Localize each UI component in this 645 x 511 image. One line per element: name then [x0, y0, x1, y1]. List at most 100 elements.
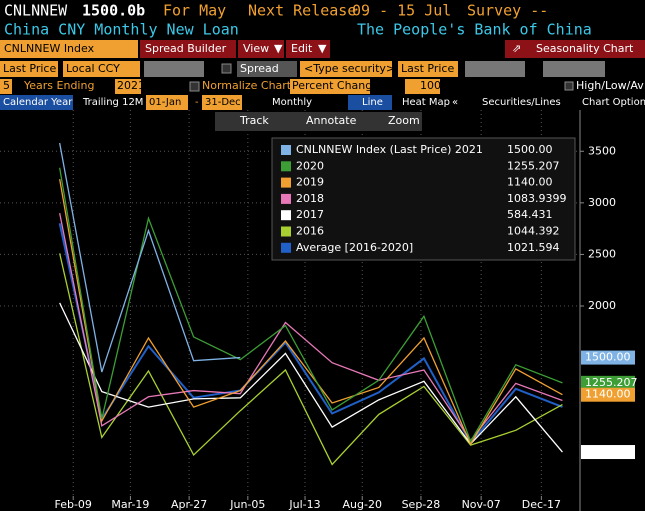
legend-swatch: [281, 193, 291, 204]
calendar-button[interactable]: [0, 95, 73, 110]
zoom-tool[interactable]: Zoom: [388, 114, 420, 127]
price2-field[interactable]: [398, 61, 458, 77]
end-field[interactable]: [202, 95, 242, 110]
chart-kind-button[interactable]: [505, 40, 645, 58]
legend-swatch: [281, 226, 291, 237]
collapse[interactable]: «: [452, 97, 458, 108]
mode: Percent Change: [292, 79, 379, 92]
checkbox[interactable]: [221, 63, 232, 74]
security: CNLNNEW Index: [4, 42, 95, 55]
legend-swatch: [281, 210, 291, 221]
spread-builder: Spread Builder: [145, 42, 227, 55]
legend-value: 1255.207: [507, 159, 560, 172]
y-tick-label: 3000: [588, 196, 616, 209]
legend-swatch: [281, 145, 291, 155]
legend-label: 2016: [296, 225, 324, 238]
chart-kind: Seasonality Chart: [536, 42, 634, 55]
years-field[interactable]: [0, 79, 12, 94]
empty-field[interactable]: [543, 61, 605, 77]
high-low-avg: High/Low/Av: [576, 79, 644, 92]
release-label: Next Release: [248, 2, 356, 20]
value-tag: [581, 445, 635, 460]
securities[interactable]: Securities/Lines: [482, 97, 561, 108]
series-line: [59, 167, 563, 443]
y-tick-label: 2000: [588, 299, 616, 312]
empty-field[interactable]: [465, 61, 525, 77]
survey: Survey --: [467, 2, 548, 20]
base: 100: [420, 79, 441, 92]
legend-box: [271, 137, 576, 261]
price2: Last Price: [401, 62, 454, 75]
security-name: China CNY Monthly New Loan: [4, 21, 239, 39]
line-button[interactable]: [348, 95, 392, 110]
spread: Spread: [240, 62, 279, 75]
series-line: [59, 302, 563, 453]
years-ending: Years Ending: [23, 79, 94, 92]
price: Last Price: [3, 62, 56, 75]
empty-field[interactable]: [144, 61, 204, 77]
value-tag: [581, 387, 635, 402]
y-tick-label: 3500: [588, 144, 616, 157]
legend-label: Average [2016-2020]: [296, 241, 413, 254]
checkbox[interactable]: [189, 81, 200, 92]
view: View: [243, 42, 269, 55]
value-tag-label: 1500.00: [585, 351, 631, 364]
legend-label: CNLNNEW Index (Last Price) 2021: [296, 143, 483, 156]
type-security-field[interactable]: [300, 61, 392, 77]
annotate-tool[interactable]: Annotate: [306, 114, 357, 127]
heatmap[interactable]: Heat Map: [402, 97, 450, 108]
track-tool[interactable]: Track: [239, 114, 269, 127]
value-tag-label: 1255.207: [585, 376, 638, 389]
x-tick-label: Dec-17: [522, 498, 561, 511]
start-field[interactable]: [146, 95, 188, 110]
price-field[interactable]: [0, 61, 58, 77]
x-tick-label: Sep-28: [402, 498, 441, 511]
mode-field[interactable]: [290, 79, 370, 94]
source: The People's Bank of China: [357, 21, 592, 39]
caret: ▼: [274, 42, 283, 55]
legend-swatch: [281, 161, 291, 172]
years: 5: [3, 79, 10, 92]
last-value: 1500.0b: [82, 2, 145, 20]
edit-button[interactable]: [286, 40, 330, 58]
value-tag: [581, 350, 635, 365]
checkbox[interactable]: [564, 81, 574, 91]
start: 01-Jan: [149, 97, 181, 108]
end: 31-Dec: [205, 97, 241, 108]
spread-builder-button[interactable]: [140, 40, 236, 58]
frequency[interactable]: Monthly: [272, 97, 312, 108]
x-tick-label: Apr-27: [171, 498, 207, 511]
year-field[interactable]: [115, 79, 141, 94]
view-button[interactable]: [238, 40, 284, 58]
legend-swatch: [281, 242, 291, 253]
x-tick-label: Feb-09: [54, 498, 91, 511]
caret: ▼: [318, 42, 327, 55]
legend-value: 1021.594: [507, 241, 560, 254]
x-tick-label: Mar-19: [111, 498, 149, 511]
release-dates: 09 - 15 Jul: [352, 2, 451, 20]
legend-label: 2017: [296, 208, 324, 221]
currency: Local CCY: [66, 62, 120, 75]
x-tick-label: Aug-20: [343, 498, 382, 511]
year: 2021: [117, 79, 145, 92]
tool-bar: [215, 112, 422, 131]
legend-value: 584.431: [507, 208, 553, 221]
ticker: CNLNNEW: [4, 2, 68, 20]
dash: -: [195, 97, 199, 108]
value-tag: [581, 375, 635, 390]
chart-options[interactable]: Chart Options: [582, 97, 645, 108]
legend-value: 1500.00: [507, 143, 553, 156]
currency-field[interactable]: [63, 61, 140, 77]
series-line: [59, 253, 563, 466]
export-icon: ⇗: [512, 42, 521, 55]
series-line: [59, 179, 563, 446]
y-tick-label: 2500: [588, 247, 616, 260]
security-box[interactable]: [0, 40, 138, 58]
legend-value: 1083.9399: [507, 192, 567, 205]
calendar: Calendar Year: [3, 97, 73, 108]
spread-field[interactable]: [237, 61, 297, 77]
legend-swatch: [281, 177, 291, 188]
series-line: [58, 223, 563, 445]
base-field[interactable]: [405, 79, 440, 94]
x-tick-label: Jun-05: [229, 498, 265, 511]
